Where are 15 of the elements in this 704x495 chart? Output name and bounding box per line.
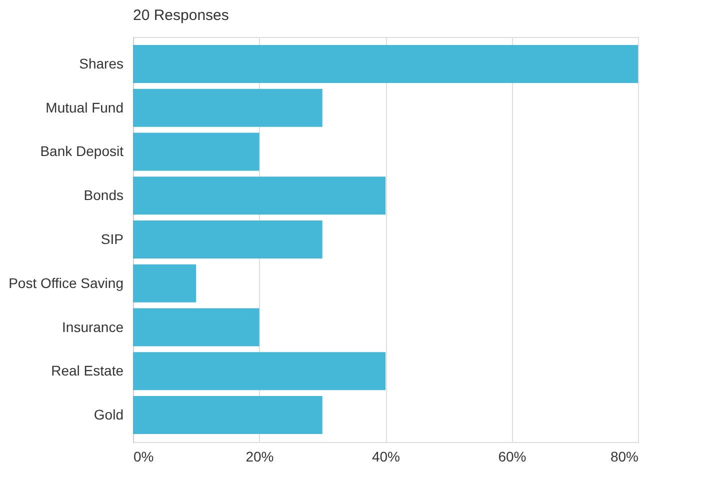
y-tick-label: SIP [100, 231, 124, 247]
chart-title: 20 Responses [133, 7, 229, 24]
y-tick-label: Post Office Saving [8, 274, 124, 291]
x-tick-label: 0% [134, 448, 154, 464]
y-tick-label: Bank Deposit [40, 143, 124, 160]
x-tick-label: 80% [610, 448, 638, 464]
y-tick-label: Real Estate [51, 362, 124, 379]
x-tick-label: 20% [246, 448, 274, 464]
y-tick-label: Bonds [84, 187, 124, 204]
y-tick-label: Insurance [62, 318, 124, 335]
x-tick-label: 60% [498, 448, 526, 464]
y-tick-label: Gold [94, 406, 124, 423]
y-tick-label: Shares [79, 55, 124, 72]
y-tick-label: Mutual Fund [46, 99, 124, 116]
x-tick-label: 40% [372, 448, 400, 464]
